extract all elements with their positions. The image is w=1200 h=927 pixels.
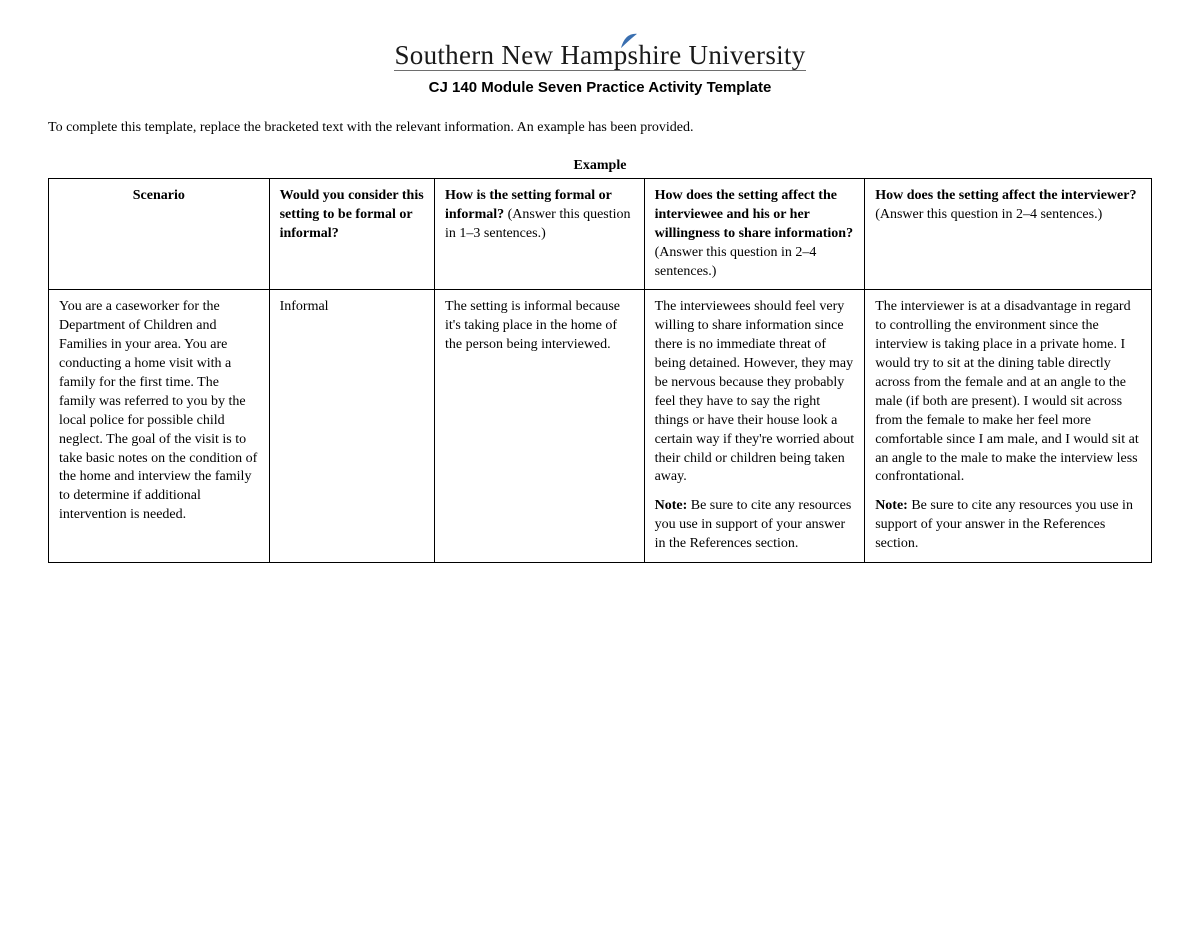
logo-label: Southern New Hampshire University	[394, 40, 805, 70]
col-header-scenario: Scenario	[49, 179, 270, 290]
col-header-interviewee: How does the setting affect the intervie…	[644, 179, 865, 290]
cell-interviewee: The interviewees should feel very willin…	[644, 290, 865, 563]
logo-underline	[394, 70, 805, 71]
logo-text: Southern New Hampshire University	[394, 40, 805, 73]
interviewee-main: The interviewees should feel very willin…	[655, 298, 855, 487]
cell-how: The setting is informal because it's tak…	[435, 290, 645, 563]
example-heading: Example	[48, 158, 1152, 174]
table-row: You are a caseworker for the Department …	[49, 290, 1152, 563]
interviewer-main: The interviewer is at a disadvantage in …	[875, 298, 1141, 487]
interviewee-note: Note: Be sure to cite any resources you …	[655, 497, 855, 554]
table-header-row: Scenario Would you consider this setting…	[49, 179, 1152, 290]
col-header-how: How is the setting formal or informal? (…	[435, 179, 645, 290]
document-title: CJ 140 Module Seven Practice Activity Te…	[48, 79, 1152, 96]
university-logo: Southern New Hampshire University	[48, 40, 1152, 73]
instructions-text: To complete this template, replace the b…	[48, 120, 1152, 136]
col-header-formal: Would you consider this setting to be fo…	[269, 179, 434, 290]
cell-scenario: You are a caseworker for the Department …	[49, 290, 270, 563]
document-page: Southern New Hampshire University CJ 140…	[0, 0, 1200, 623]
col-header-interviewer: How does the setting affect the intervie…	[865, 179, 1152, 290]
interviewer-note: Note: Be sure to cite any resources you …	[875, 497, 1141, 554]
cell-formal: Informal	[269, 290, 434, 563]
cell-interviewer: The interviewer is at a disadvantage in …	[865, 290, 1152, 563]
scenario-table: Scenario Would you consider this setting…	[48, 178, 1152, 563]
